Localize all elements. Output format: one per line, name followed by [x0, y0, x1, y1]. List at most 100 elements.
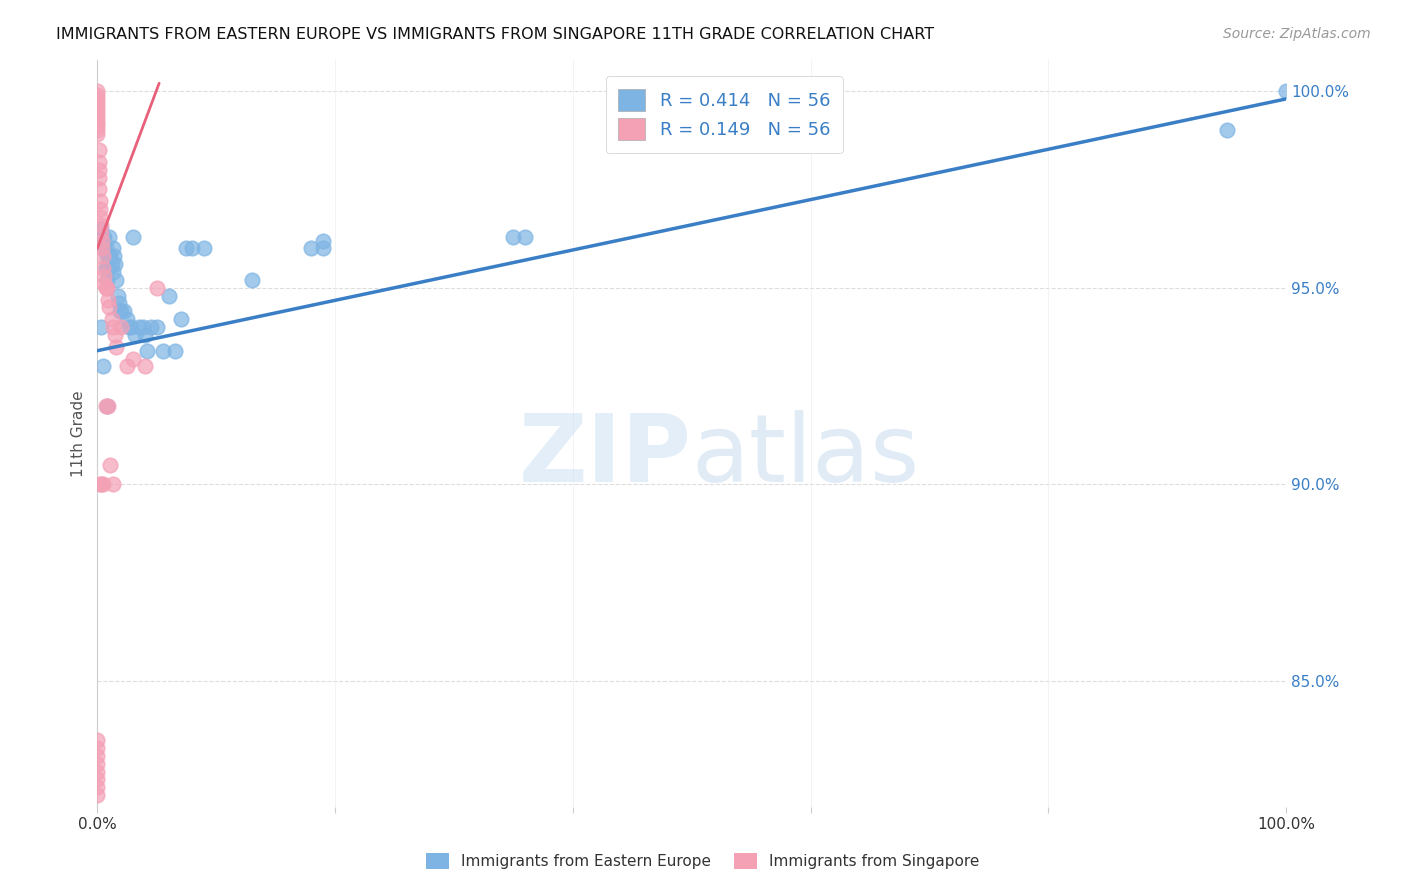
- Point: [115, 359, 138, 374]
- Point: [94, 241, 117, 255]
- Point: [91, 241, 114, 255]
- Point: [90, 320, 112, 334]
- Point: [128, 320, 150, 334]
- Point: [100, 312, 122, 326]
- Point: [122, 351, 145, 366]
- Point: [89, 202, 111, 216]
- Point: [1275, 84, 1298, 98]
- Point: [101, 241, 124, 255]
- Point: [86, 84, 108, 98]
- Point: [89, 234, 111, 248]
- Point: [104, 257, 127, 271]
- Point: [100, 257, 122, 271]
- Point: [115, 312, 138, 326]
- Point: [163, 343, 186, 358]
- Point: [89, 477, 111, 491]
- Point: [98, 301, 121, 315]
- Point: [93, 229, 115, 244]
- Point: [86, 100, 108, 114]
- Point: [93, 241, 115, 255]
- Point: [86, 92, 108, 106]
- Point: [515, 229, 537, 244]
- Point: [100, 249, 122, 263]
- Point: [96, 399, 118, 413]
- Point: [96, 249, 118, 263]
- Point: [90, 477, 112, 491]
- Point: [86, 115, 108, 129]
- Point: [108, 304, 131, 318]
- Point: [100, 458, 122, 472]
- Point: [91, 261, 114, 276]
- Point: [312, 241, 335, 255]
- Point: [124, 328, 146, 343]
- Point: [86, 772, 108, 787]
- Point: [312, 234, 335, 248]
- Point: [96, 273, 118, 287]
- Point: [86, 741, 108, 756]
- Point: [94, 281, 117, 295]
- Point: [146, 281, 169, 295]
- Point: [87, 154, 110, 169]
- Point: [240, 273, 263, 287]
- Point: [94, 261, 117, 276]
- Point: [101, 265, 124, 279]
- Point: [87, 182, 110, 196]
- Point: [157, 288, 180, 302]
- Point: [89, 194, 111, 209]
- Point: [91, 234, 114, 248]
- Point: [101, 320, 124, 334]
- Point: [98, 249, 121, 263]
- Point: [502, 229, 524, 244]
- Point: [91, 234, 114, 248]
- Point: [181, 241, 204, 255]
- Point: [107, 288, 129, 302]
- Point: [86, 123, 108, 137]
- Point: [86, 103, 108, 118]
- Point: [1215, 123, 1237, 137]
- Point: [152, 343, 174, 358]
- Legend: R = 0.414   N = 56, R = 0.149   N = 56: R = 0.414 N = 56, R = 0.149 N = 56: [606, 76, 844, 153]
- Point: [110, 304, 132, 318]
- Point: [91, 359, 114, 374]
- Point: [91, 229, 114, 244]
- Point: [87, 143, 110, 157]
- Point: [97, 261, 120, 276]
- Point: [105, 340, 128, 354]
- Point: [103, 249, 125, 263]
- Point: [107, 296, 129, 310]
- Point: [122, 229, 145, 244]
- Legend: Immigrants from Eastern Europe, Immigrants from Singapore: Immigrants from Eastern Europe, Immigran…: [420, 847, 986, 875]
- Point: [97, 399, 120, 413]
- Point: [87, 162, 110, 177]
- Point: [86, 88, 108, 103]
- Point: [86, 733, 108, 747]
- Point: [86, 788, 108, 802]
- Point: [86, 108, 108, 122]
- Point: [134, 359, 156, 374]
- Point: [90, 218, 112, 232]
- Point: [87, 221, 110, 235]
- Point: [86, 780, 108, 795]
- Point: [146, 320, 169, 334]
- Point: [94, 399, 117, 413]
- Y-axis label: 11th Grade: 11th Grade: [72, 390, 86, 476]
- Point: [86, 112, 108, 126]
- Point: [90, 221, 112, 235]
- Point: [110, 320, 132, 334]
- Point: [86, 756, 108, 771]
- Point: [86, 120, 108, 134]
- Point: [93, 268, 115, 283]
- Point: [86, 128, 108, 142]
- Point: [89, 210, 111, 224]
- Point: [131, 320, 153, 334]
- Point: [112, 304, 135, 318]
- Text: ZIP: ZIP: [519, 409, 692, 501]
- Point: [86, 95, 108, 110]
- Point: [118, 320, 141, 334]
- Text: Source: ZipAtlas.com: Source: ZipAtlas.com: [1223, 27, 1371, 41]
- Point: [91, 477, 114, 491]
- Point: [176, 241, 198, 255]
- Point: [86, 764, 108, 779]
- Point: [104, 328, 127, 343]
- Point: [98, 229, 121, 244]
